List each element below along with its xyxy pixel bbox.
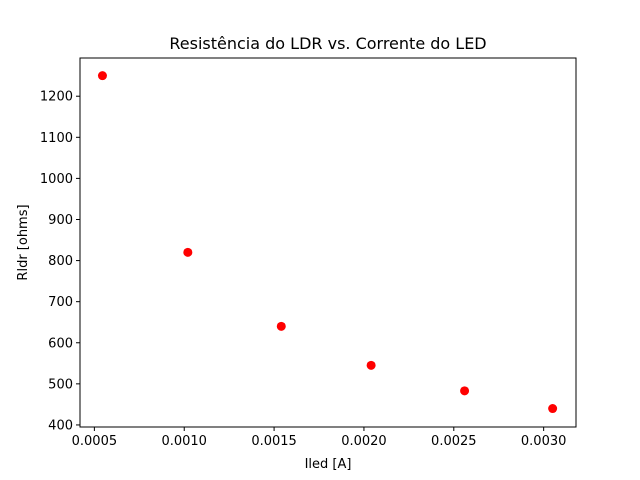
y-tick-label: 500 [48, 377, 73, 392]
x-tick-label: 0.0005 [72, 434, 118, 449]
x-tick-label: 0.0020 [341, 434, 387, 449]
x-tick-label: 0.0010 [161, 434, 207, 449]
x-tick-label: 0.0030 [521, 434, 567, 449]
data-point [97, 71, 107, 81]
y-tick-label: 700 [48, 295, 73, 310]
plot-frame [79, 57, 577, 428]
y-tick-label: 800 [48, 254, 73, 269]
y-tick-label: 400 [48, 418, 73, 433]
y-tick-label: 1100 [40, 131, 73, 146]
y-tick-label: 1000 [40, 172, 73, 187]
x-axis-ticks: 0.0005 0.0010 0.0015 0.0020 0.0025 0.0030 [72, 427, 567, 449]
y-axis-ticks: 400 500 600 700 800 900 1000 1100 1200 [40, 90, 80, 433]
plot-area [80, 58, 576, 427]
x-tick-label: 0.0015 [251, 434, 297, 449]
y-axis-label: Rldr [ohms] [16, 204, 31, 280]
data-points [97, 71, 558, 414]
y-tick-label: 1200 [40, 90, 73, 105]
x-axis-label: Iled [A] [305, 457, 352, 472]
data-point [548, 404, 558, 414]
y-tick-label: 600 [48, 336, 73, 351]
data-point [460, 386, 470, 396]
x-tick-label: 0.0025 [431, 434, 477, 449]
data-point [276, 321, 286, 331]
chart-title: Resistência do LDR vs. Corrente do LED [169, 34, 486, 53]
y-tick-label: 900 [48, 213, 73, 228]
data-point [183, 247, 193, 257]
data-point [366, 360, 376, 370]
